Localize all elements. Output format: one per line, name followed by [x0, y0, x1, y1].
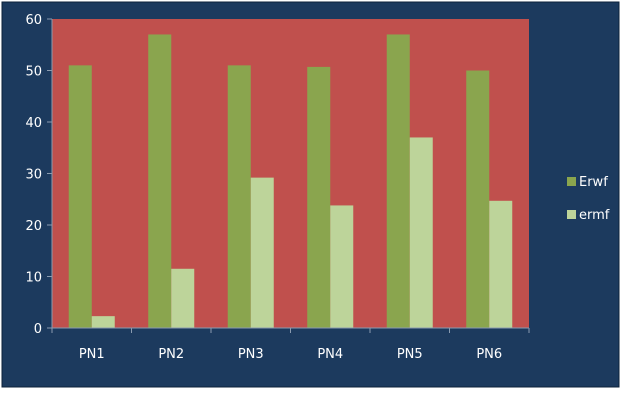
- y-axis: 0 10 20 30 40 50 60: [25, 13, 53, 337]
- legend-label: Erwf: [579, 175, 608, 190]
- y-tick-label: 10: [25, 271, 42, 286]
- bars: [68, 34, 513, 329]
- x-tick-label: PN5: [397, 347, 423, 362]
- legend-label: ermf: [579, 208, 610, 223]
- x-tick-label: PN6: [476, 347, 502, 362]
- bar-ermf-pn5: [409, 137, 433, 328]
- bar-ermf-pn2: [171, 268, 195, 328]
- y-tick-label: 0: [34, 322, 42, 337]
- bar-ermf-pn6: [489, 200, 513, 328]
- bar-erwf-pn6: [466, 70, 490, 328]
- y-tick-label: 40: [25, 116, 42, 131]
- x-axis: PN1 PN2 PN3 PN4 PN5 PN6: [47, 327, 530, 362]
- plot-area: [52, 19, 529, 328]
- y-tick-label: 20: [25, 219, 42, 234]
- bar-erwf-pn1: [68, 65, 92, 328]
- y-tick-label: 50: [25, 65, 42, 80]
- bar-erwf-pn5: [386, 34, 410, 328]
- x-tick-label: PN3: [238, 347, 264, 362]
- bar-ermf-pn4: [330, 205, 354, 328]
- bar-ermf-pn1: [91, 316, 115, 328]
- y-tick-label: 30: [25, 168, 42, 183]
- bar-erwf-pn4: [307, 66, 331, 329]
- legend-swatch: [567, 210, 576, 219]
- bar-erwf-pn2: [148, 34, 172, 328]
- legend-swatch: [567, 177, 576, 186]
- y-tick-label: 60: [25, 13, 42, 28]
- x-tick-label: PN1: [79, 347, 105, 362]
- bar-ermf-pn3: [250, 177, 274, 328]
- x-tick-label: PN4: [317, 347, 343, 362]
- x-tick-label: PN2: [158, 347, 184, 362]
- bar-erwf-pn3: [227, 65, 251, 328]
- legend: Erwf ermf: [567, 175, 610, 223]
